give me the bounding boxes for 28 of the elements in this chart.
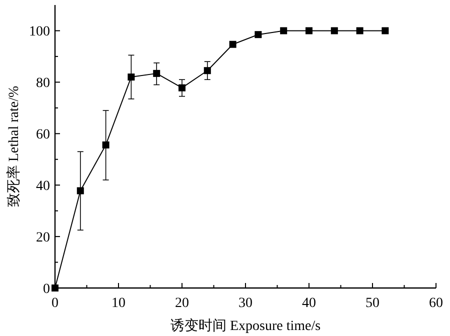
point: [102, 141, 110, 148]
point: [52, 284, 58, 292]
point: [306, 27, 312, 34]
point: [229, 40, 236, 48]
point: [280, 27, 288, 34]
x-tick-label: 30: [238, 296, 252, 311]
x-tick-label: 20: [175, 296, 189, 311]
point: [254, 31, 262, 38]
y-tick-label: 100: [29, 24, 50, 40]
y-tick-label: 40: [36, 178, 50, 194]
point: [382, 27, 389, 34]
x-axis-title: 诱变时间 Exposure time/s: [170, 318, 321, 334]
y-tick-label: 80: [36, 76, 50, 92]
x-tick-label: 50: [366, 296, 380, 311]
y-tick-label: 60: [36, 128, 50, 143]
y-tick-label: 20: [36, 230, 50, 246]
x-tick-label: 40: [302, 296, 316, 311]
point: [204, 67, 211, 74]
point: [128, 74, 135, 81]
point: [356, 27, 364, 34]
x-tick-label: 10: [112, 296, 126, 311]
point: [76, 187, 84, 194]
point: [178, 84, 186, 92]
x-tick-label: 60: [429, 296, 443, 311]
y-tick-label: 0: [43, 282, 50, 297]
point: [153, 70, 160, 77]
point: [330, 27, 338, 34]
y-axis-title: 致死率 Lethal rate/%: [6, 86, 22, 208]
